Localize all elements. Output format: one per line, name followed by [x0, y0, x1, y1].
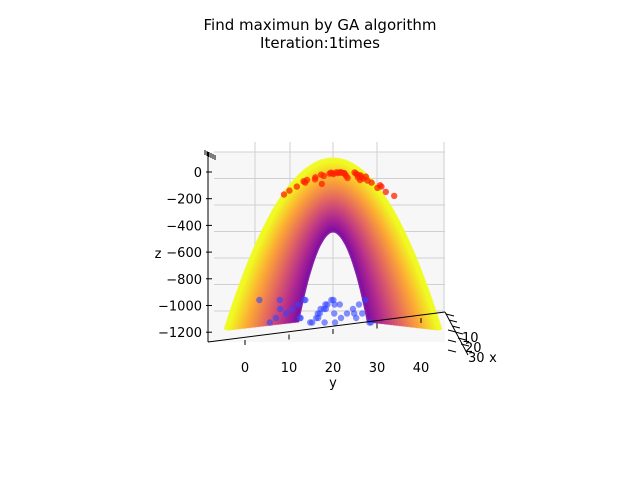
- x-minor-tick: [457, 337, 467, 341]
- x-minor-tick: [451, 325, 461, 329]
- population-point: [318, 171, 325, 178]
- projection-point: [343, 310, 351, 317]
- x-axis-label: x: [489, 351, 497, 366]
- projection-point: [295, 301, 302, 308]
- z-tick-label: −1200: [158, 326, 202, 341]
- x-tick-mark: [447, 349, 457, 353]
- z-tick-label: −600: [166, 246, 202, 261]
- population-point: [357, 173, 364, 180]
- projection-point: [331, 319, 339, 326]
- population-point: [300, 178, 307, 185]
- population-points: [280, 169, 398, 200]
- y-axis-label: y: [329, 376, 337, 391]
- projection-point: [317, 305, 324, 313]
- surface-layer: [223, 157, 443, 331]
- y-tick-label: 0: [241, 361, 249, 376]
- projection-point: [361, 296, 369, 304]
- y-tick-label: 30: [369, 361, 386, 376]
- projection-point: [277, 305, 284, 313]
- projection-point: [355, 301, 363, 308]
- y-tick-label: 40: [413, 361, 430, 376]
- z-axis-label: z: [155, 247, 162, 262]
- projection-point: [289, 305, 296, 313]
- z-tick-label: −200: [166, 193, 202, 208]
- population-point: [382, 188, 389, 196]
- population-point: [341, 169, 348, 177]
- projection-point: [283, 310, 290, 317]
- x-minor-tick: [454, 331, 464, 335]
- projection-point: [331, 301, 338, 308]
- x-tick-label: 10: [462, 331, 479, 346]
- surface-plot: [223, 157, 443, 331]
- projection-point: [324, 301, 331, 308]
- x-minor-tick: [445, 313, 455, 317]
- projection-point: [302, 296, 309, 304]
- population-point: [311, 176, 319, 183]
- x-minor-tick: [448, 319, 458, 323]
- population-point: [391, 192, 398, 200]
- projection-point: [297, 314, 304, 322]
- x-tick-mark: [447, 339, 457, 343]
- projection-point: [321, 319, 328, 326]
- chart-title: Find maximun by GA algorithm: [203, 16, 437, 34]
- projection-point: [337, 314, 345, 322]
- population-point: [378, 183, 385, 190]
- population-point: [286, 187, 293, 194]
- projection-point: [331, 310, 338, 317]
- projection-point: [351, 310, 358, 317]
- population-point: [318, 180, 325, 188]
- projection-point: [266, 319, 273, 326]
- x-tick-mark: [447, 329, 457, 333]
- z-tick-label: −400: [166, 219, 202, 234]
- projection-point: [359, 310, 366, 317]
- z-tick-label: 0: [194, 166, 202, 181]
- projection-point: [256, 296, 263, 304]
- population-point: [280, 191, 288, 198]
- x-axis-line: [444, 311, 469, 356]
- projection-point: [272, 314, 279, 322]
- projection-point: [336, 301, 343, 308]
- projection-point: [276, 296, 283, 304]
- x-tick-label: 20: [465, 341, 482, 356]
- x-tick-label: 30: [468, 351, 485, 366]
- z-tick-label: −1000: [158, 300, 202, 315]
- x-minor-tick: [460, 343, 470, 347]
- population-point: [344, 174, 351, 182]
- population-point: [364, 177, 371, 184]
- z-tick-label: −800: [166, 273, 202, 288]
- y-axis-line: [207, 311, 446, 343]
- y-tick-label: 10: [281, 361, 298, 376]
- y-tick-label: 20: [325, 361, 342, 376]
- chart-subtitle: Iteration:1times: [260, 34, 380, 52]
- population-point: [293, 183, 300, 190]
- projection-point: [366, 319, 373, 326]
- projection-point: [309, 319, 316, 326]
- population-point: [333, 169, 340, 176]
- population-projection: [256, 296, 375, 326]
